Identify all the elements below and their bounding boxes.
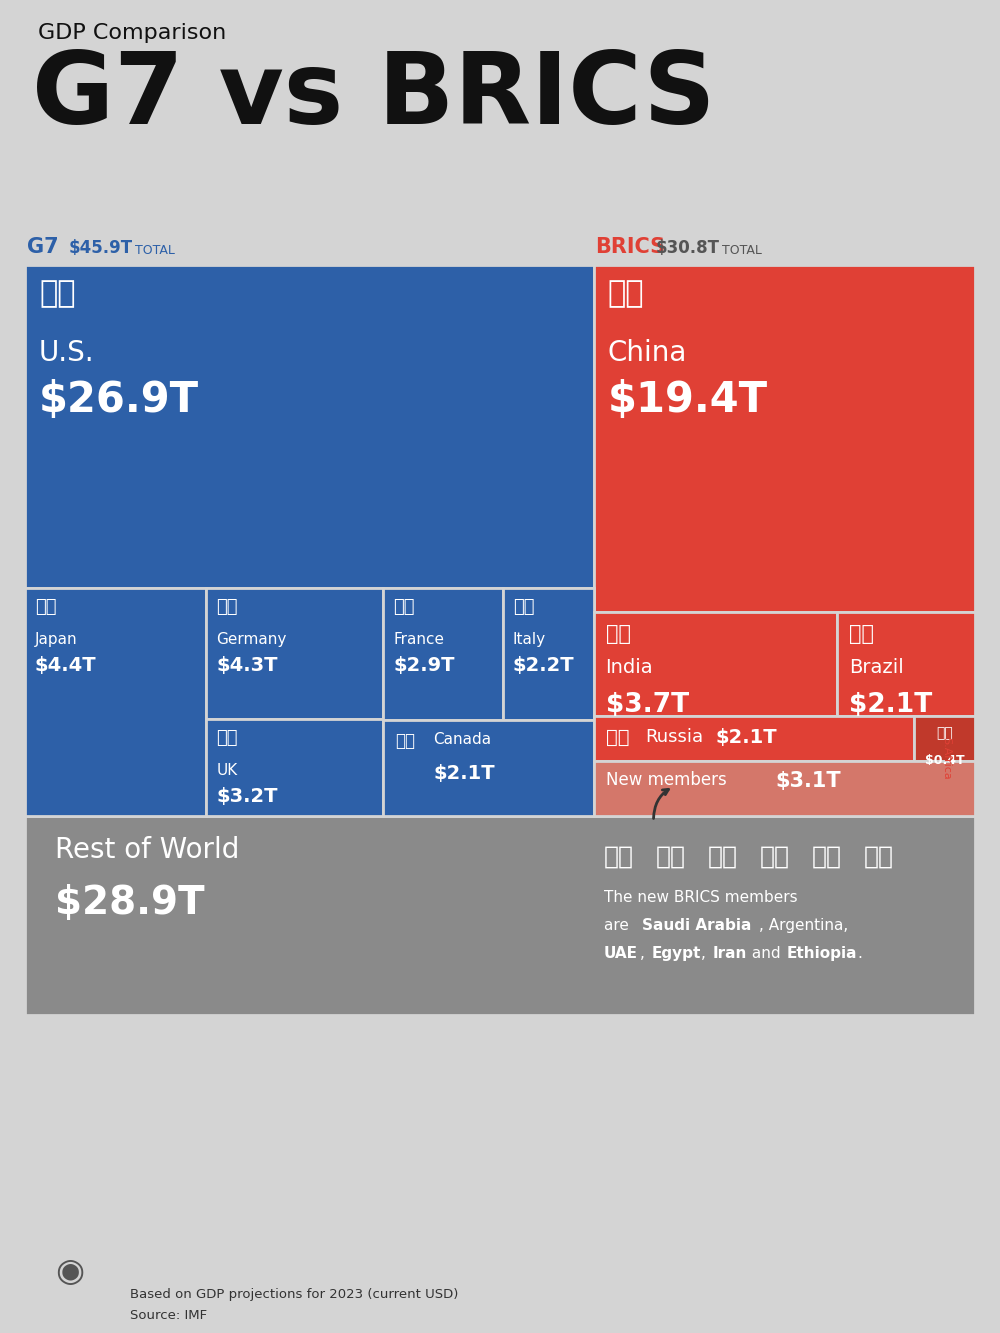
Text: $3.2T: $3.2T	[216, 786, 278, 806]
Text: UK: UK	[216, 762, 238, 778]
Text: 🇦🇷: 🇦🇷	[656, 844, 686, 868]
Text: 🇿🇦: 🇿🇦	[936, 726, 953, 740]
Bar	[594, 761, 975, 816]
Text: 🇩🇪: 🇩🇪	[216, 599, 238, 616]
Text: The new BRICS members: The new BRICS members	[604, 890, 797, 905]
Text: UAE: UAE	[604, 946, 638, 961]
Text: 🇫🇷: 🇫🇷	[393, 599, 415, 616]
Text: Japan: Japan	[35, 632, 78, 647]
Bar	[837, 612, 975, 716]
Bar	[503, 588, 594, 720]
Bar	[914, 716, 975, 761]
Text: .: .	[858, 946, 862, 961]
Text: Russia: Russia	[646, 728, 704, 746]
Text: $30.8T: $30.8T	[656, 239, 720, 257]
Bar	[25, 816, 975, 1014]
Text: 🇸🇦: 🇸🇦	[604, 844, 634, 868]
Text: 🇯🇵: 🇯🇵	[35, 599, 56, 616]
Bar	[594, 716, 914, 761]
Text: 🇨🇦: 🇨🇦	[395, 732, 415, 750]
Text: $45.9T: $45.9T	[69, 239, 133, 257]
Text: Brazil: Brazil	[849, 659, 904, 677]
Text: Canada: Canada	[433, 732, 492, 748]
Text: 🇮🇷: 🇮🇷	[812, 844, 842, 868]
Text: $2.1T: $2.1T	[849, 692, 932, 718]
Text: China: China	[608, 339, 687, 367]
Text: 🇮🇳: 🇮🇳	[606, 624, 631, 644]
Text: $2.1T: $2.1T	[716, 728, 777, 746]
Text: 🇪🇹: 🇪🇹	[864, 844, 894, 868]
Text: S.Africa: S.Africa	[941, 737, 951, 780]
Text: TOTAL: TOTAL	[135, 244, 175, 257]
Text: $0.4T: $0.4T	[925, 754, 964, 766]
Text: 🇦🇪: 🇦🇪	[708, 844, 738, 868]
Text: 🇪🇬: 🇪🇬	[760, 844, 790, 868]
Text: , Argentina,: , Argentina,	[759, 918, 848, 933]
Text: Egypt: Egypt	[652, 946, 701, 961]
Text: 🇧🇷: 🇧🇷	[849, 624, 874, 644]
Text: Germany: Germany	[216, 632, 287, 647]
Text: G7: G7	[27, 237, 59, 257]
Text: Based on GDP projections for 2023 (current USD): Based on GDP projections for 2023 (curre…	[130, 1288, 458, 1301]
Bar	[383, 720, 594, 816]
Bar	[25, 265, 594, 588]
Text: and: and	[747, 946, 785, 961]
Text: 🇷🇺: 🇷🇺	[606, 728, 629, 746]
Text: TOTAL: TOTAL	[722, 244, 761, 257]
Bar	[594, 612, 837, 716]
Text: GDP Comparison: GDP Comparison	[38, 23, 226, 43]
Bar	[594, 265, 975, 612]
Text: $3.1T: $3.1T	[776, 770, 841, 790]
Text: 🇺🇸: 🇺🇸	[39, 279, 76, 308]
Text: 🇬🇧: 🇬🇧	[216, 729, 238, 746]
Text: Saudi Arabia: Saudi Arabia	[642, 918, 751, 933]
Bar	[206, 718, 383, 816]
Text: Ethiopia: Ethiopia	[787, 946, 857, 961]
Text: $2.2T: $2.2T	[513, 656, 575, 674]
Text: $28.9T: $28.9T	[55, 884, 205, 922]
Text: France: France	[393, 632, 444, 647]
Text: Italy: Italy	[513, 632, 546, 647]
Text: $3.7T: $3.7T	[606, 692, 689, 718]
Text: Source: IMF: Source: IMF	[130, 1309, 207, 1322]
Bar	[206, 588, 383, 718]
Text: ,: ,	[701, 946, 710, 961]
Text: BRICS: BRICS	[596, 237, 666, 257]
Text: $4.3T: $4.3T	[216, 656, 278, 674]
Text: India: India	[606, 659, 653, 677]
Text: $4.4T: $4.4T	[35, 656, 97, 674]
Text: New members: New members	[606, 770, 726, 789]
Text: 🇮🇹: 🇮🇹	[513, 599, 534, 616]
Bar	[383, 588, 503, 720]
Text: are: are	[604, 918, 633, 933]
Bar	[25, 588, 206, 816]
Text: Rest of World: Rest of World	[55, 836, 239, 864]
Text: ,: ,	[640, 946, 649, 961]
Text: ◉: ◉	[55, 1254, 84, 1288]
Text: 🇨🇳: 🇨🇳	[608, 279, 644, 308]
Text: Iran: Iran	[713, 946, 747, 961]
Text: $19.4T: $19.4T	[608, 379, 768, 421]
Text: $26.9T: $26.9T	[39, 379, 199, 421]
Text: $2.1T: $2.1T	[433, 764, 495, 784]
Text: U.S.: U.S.	[39, 339, 95, 367]
Text: $2.9T: $2.9T	[393, 656, 455, 674]
Text: G7 vs BRICS: G7 vs BRICS	[32, 48, 716, 145]
